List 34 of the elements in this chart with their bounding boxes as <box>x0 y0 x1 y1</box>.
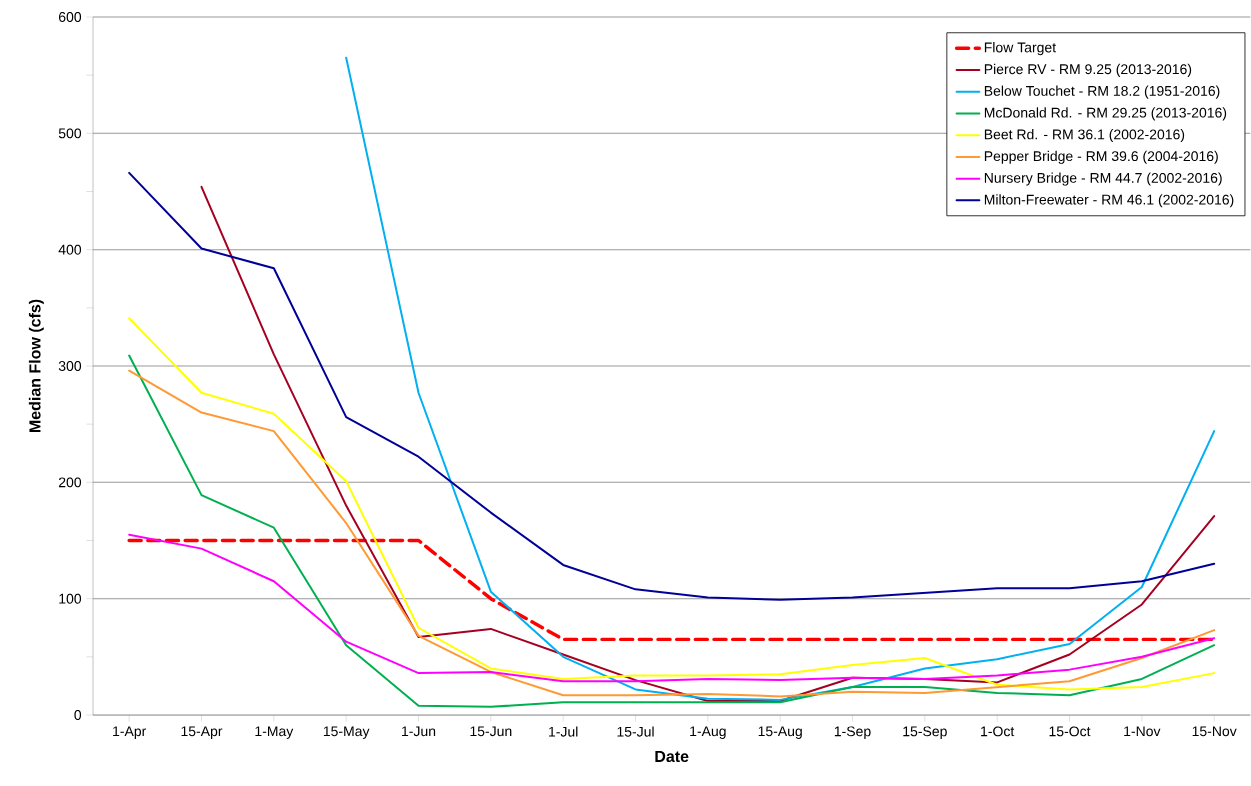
y-tick-label: 300 <box>58 361 82 371</box>
x-tick-label: 15-Nov <box>1192 726 1237 737</box>
x-tick-label: 15-Oct <box>1049 726 1091 737</box>
y-tick-label: 100 <box>59 593 82 604</box>
x-tick-label: 1-Nov <box>1124 726 1161 737</box>
y-tick-label: 0 <box>74 710 82 720</box>
legend-label: Pierce RV - RM 9.25 (2013-2016) <box>984 63 1192 77</box>
line-series <box>128 533 1216 683</box>
x-tick-label: 15-Jun <box>470 726 512 737</box>
x-tick-label: 15-Sep <box>903 726 947 740</box>
legend-label: McDonald Rd. - RM 29.25 (2013-2016) <box>984 107 1227 121</box>
x-tick-label: 1-Apr <box>113 726 147 739</box>
legend-label: Below Touchet - RM 18.2 (1951-2016) <box>984 85 1220 99</box>
x-axis-title: Date <box>655 750 689 763</box>
x-tick-label: 15-Apr <box>181 726 223 739</box>
legend-label: Milton-Freewater - RM 46.1 (2002-2016) <box>984 194 1234 208</box>
legend-label: Nursery Bridge - RM 44.7 (2002-2016) <box>984 172 1222 186</box>
x-tick-label: 15-Jul <box>617 726 654 737</box>
x-tick-label: 1-Oct <box>981 726 1015 737</box>
x-tick-label: 1-Jun <box>402 726 436 737</box>
y-tick-label: 500 <box>58 128 82 139</box>
legend-label: Beet Rd. - RM 36.1 (2002-2016) <box>984 129 1185 143</box>
x-tick-label: 1-May <box>255 726 294 739</box>
x-tick-label: 1-Jul <box>549 726 578 737</box>
x-tick-label: 15-May <box>323 726 370 739</box>
legend-label: Flow Target <box>984 42 1056 56</box>
x-tick-label: 1-Aug <box>690 726 726 739</box>
y-tick-label: 600 <box>58 12 82 22</box>
x-tick-label: 1-Sep <box>834 726 871 740</box>
y-axis-title: Median Flow (cfs) <box>28 299 44 433</box>
y-tick-label: 200 <box>58 477 82 488</box>
x-tick-label: 15-Aug <box>758 726 802 739</box>
legend-label: Pepper Bridge - RM 39.6 (2004-2016) <box>984 150 1218 164</box>
y-tick-label: 400 <box>58 244 82 255</box>
